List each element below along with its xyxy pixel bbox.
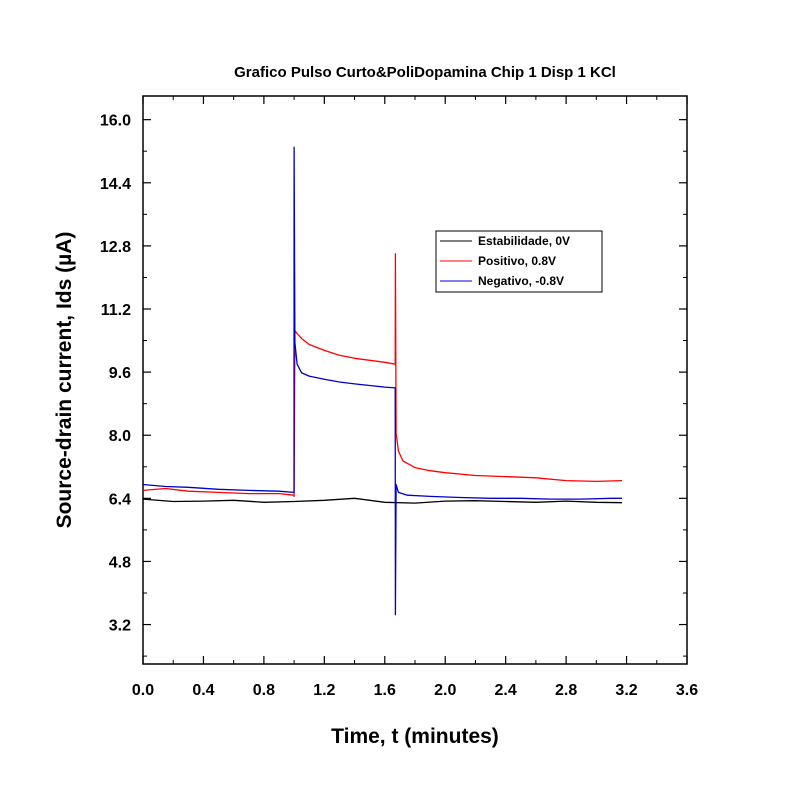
- x-tick-label: 0.0: [132, 682, 154, 699]
- plot-frame: [142, 95, 688, 665]
- x-axis-label: Time, t (minutes): [331, 725, 499, 748]
- x-tick-label: 2.8: [555, 682, 577, 699]
- x-tick-label: 1.2: [313, 682, 335, 699]
- x-tick-label: 3.6: [676, 682, 698, 699]
- x-tick-label: 3.2: [615, 682, 637, 699]
- y-tick-label: 9.6: [109, 365, 131, 382]
- legend-label-negativo: Negativo, -0.8V: [478, 274, 564, 288]
- y-tick-label: 3.2: [109, 618, 131, 635]
- y-tick-label: 14.4: [100, 176, 131, 193]
- series-layer: [142, 146, 623, 616]
- y-axis-ticks: 3.2 4.8 6.4 8.0 9.6 11.2 12.8 14.4 16.0: [100, 113, 687, 657]
- x-tick-label: 2.0: [434, 682, 456, 699]
- y-tick-label: 4.8: [109, 554, 131, 571]
- x-tick-label: 0.8: [253, 682, 275, 699]
- x-tick-label: 0.4: [192, 682, 214, 699]
- legend: Estabilidade, 0V Positivo, 0.8V Negativo…: [435, 230, 603, 293]
- y-axis-label: Source-drain current, Ids (µA): [53, 232, 76, 529]
- legend-label-estabilidade: Estabilidade, 0V: [478, 234, 570, 248]
- y-tick-label: 16.0: [100, 113, 131, 130]
- y-tick-label: 6.4: [109, 491, 131, 508]
- series-line-estabilidade: [142, 497, 623, 504]
- y-tick-label: 11.2: [101, 302, 131, 319]
- y-tick-label: 12.8: [100, 239, 131, 256]
- chart-title: Grafico Pulso Curto&PoliDopamina Chip 1 …: [234, 64, 616, 81]
- series-line-positivo: [142, 253, 623, 498]
- x-axis-ticks: 0.0 0.4 0.8 1.2 1.6 2.0 2.4 2.8 3.2 3.6: [132, 96, 698, 699]
- legend-label-positivo: Positivo, 0.8V: [478, 254, 556, 268]
- y-tick-label: 8.0: [109, 428, 131, 445]
- x-tick-label: 2.4: [495, 682, 517, 699]
- series-line-negativo: [142, 146, 622, 616]
- x-tick-label: 1.6: [374, 682, 396, 699]
